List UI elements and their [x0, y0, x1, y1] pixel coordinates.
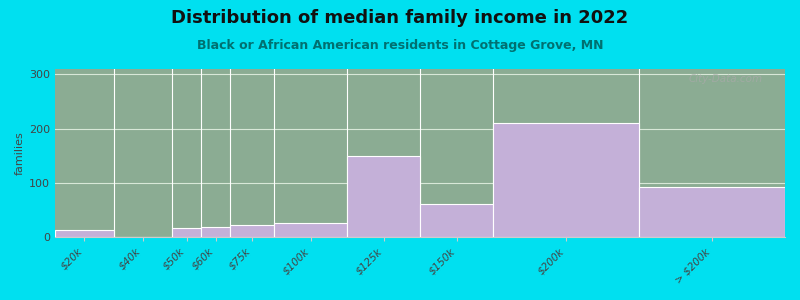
- Text: Black or African American residents in Cottage Grove, MN: Black or African American residents in C…: [197, 39, 603, 52]
- Bar: [55, 230, 114, 237]
- Bar: [493, 123, 639, 237]
- Bar: [639, 188, 785, 237]
- Bar: [420, 204, 493, 237]
- Bar: [201, 226, 230, 237]
- Text: City-Data.com: City-Data.com: [689, 74, 763, 84]
- Bar: [172, 228, 201, 237]
- Bar: [274, 223, 347, 237]
- Y-axis label: families: families: [15, 131, 25, 175]
- Bar: [347, 156, 420, 237]
- Bar: [230, 226, 274, 237]
- Text: Distribution of median family income in 2022: Distribution of median family income in …: [171, 9, 629, 27]
